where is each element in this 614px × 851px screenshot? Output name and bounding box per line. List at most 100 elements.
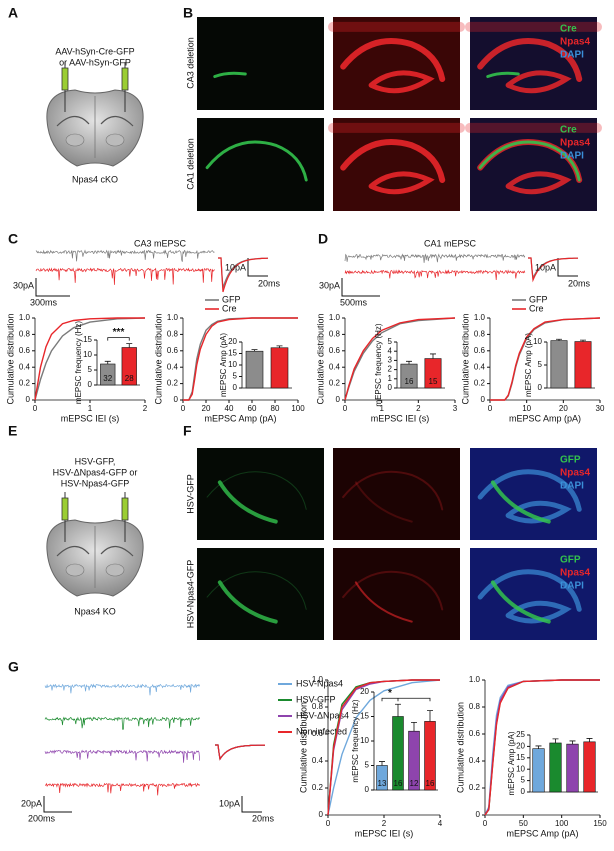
tissue (333, 27, 460, 91)
micrograph (197, 17, 324, 110)
micrograph (470, 448, 597, 540)
x-tick-label: 10 (522, 404, 531, 413)
y-tick-label: 0 (319, 810, 324, 819)
scale-label: 10pA (225, 262, 246, 272)
bar (583, 741, 596, 793)
y-tick-label: 0.6 (19, 346, 31, 355)
x-axis-label: mEPSC IEI (s) (61, 413, 120, 423)
y-tick-label: 0.2 (19, 379, 31, 388)
average-trace (215, 744, 265, 761)
inset-y-tick-label: 0 (521, 787, 526, 796)
scale-label: 500ms (340, 297, 368, 307)
y-tick-label: 1.0 (312, 675, 324, 684)
micrograph (470, 17, 597, 110)
ephys-trace (44, 683, 201, 696)
cell-layer (220, 482, 276, 521)
significance-mark: *** (113, 327, 125, 338)
x-tick-label: 0 (483, 819, 488, 828)
average-trace (218, 257, 269, 293)
cdf-line (490, 317, 601, 401)
channel-label: Npas4 (560, 568, 590, 579)
y-tick-label: 0.4 (19, 362, 31, 371)
x-tick-label: 4 (438, 819, 443, 828)
injection-text: HSV-Npas4-GFP (61, 478, 130, 488)
inset-y-label: mEPSC Amp (pA) (524, 333, 533, 397)
inset-y-label: mEPSC Amp (pA) (507, 731, 516, 795)
cell-layer (480, 41, 579, 79)
image-bg (197, 448, 324, 540)
scale-label: 20pA (21, 798, 42, 808)
y-tick-label: 0.6 (312, 729, 324, 738)
cell-layer (356, 482, 412, 521)
cell-layer (480, 142, 579, 180)
inset-y-tick-label: 3 (388, 356, 393, 365)
channel-label: Npas4 (560, 468, 590, 479)
scale-label: 20ms (258, 278, 281, 288)
y-tick-label: 1.0 (167, 313, 179, 322)
ephys-trace (44, 716, 200, 730)
inset-y-tick-label: 15 (83, 335, 92, 344)
brain-schematic (46, 491, 144, 597)
cell-layer (371, 174, 429, 192)
scale-label: 30pA (13, 280, 34, 290)
injection-text: HSV-ΔNpas4-GFP or (53, 467, 138, 477)
cell-layer (508, 503, 566, 521)
legend-label: GFP (222, 294, 241, 304)
ephys-trace (344, 269, 526, 281)
cell-layer (493, 482, 549, 521)
inset-y-tick-label: 15 (516, 753, 525, 762)
error-bar (126, 343, 133, 348)
inset-y-tick-label: 0 (538, 383, 543, 392)
inset-y-tick-label: 0 (233, 383, 238, 392)
legend-label: Cre (529, 303, 544, 313)
brain-schematic (46, 61, 144, 167)
x-tick-label: 100 (555, 819, 569, 828)
n-label: 16 (394, 779, 403, 788)
tissue (343, 472, 442, 522)
error-bar (569, 740, 576, 745)
scale-bars (35, 258, 578, 813)
channel-label: Npas4 (560, 138, 590, 149)
inset-y-tick-label: 10 (533, 337, 542, 346)
cdf-line (34, 317, 145, 401)
x-tick-label: 2 (143, 404, 148, 413)
y-tick-label: 0 (476, 810, 481, 819)
y-tick-label: 1.0 (19, 313, 31, 322)
micrograph (333, 448, 460, 540)
inset-y-tick-label: 0 (388, 383, 393, 392)
y-tick-label: 0.4 (312, 756, 324, 765)
x-axis-label: mEPSC IEI (s) (371, 413, 430, 423)
y-tick-label: 1.0 (329, 313, 341, 322)
x-axis-label: mEPSC Amp (pA) (204, 413, 276, 423)
inset-y-tick-label: 5 (88, 365, 93, 374)
channel-label: GFP (560, 555, 581, 566)
cdf-line (327, 679, 440, 816)
y-tick-label: 0.2 (469, 783, 481, 792)
cdf-line (183, 317, 298, 401)
error-bar (276, 345, 283, 348)
panel-label: F (183, 423, 192, 439)
error-bar (395, 703, 401, 717)
y-tick-label: 0 (336, 395, 341, 404)
y-axis-label: Cumulative distribution (455, 702, 465, 793)
bar (245, 350, 264, 389)
cell-layer (207, 142, 306, 180)
micrograph (333, 548, 460, 640)
micrograph (197, 118, 324, 211)
legend-label: Non-infected (296, 726, 347, 736)
inset-y-tick-label: 1 (388, 374, 393, 383)
scale-label: 300ms (30, 297, 58, 307)
y-tick-label: 0.8 (312, 702, 324, 711)
inset-y-tick-label: 10 (83, 350, 92, 359)
y-tick-label: 0.6 (469, 729, 481, 738)
cell-layer (493, 582, 549, 621)
y-tick-label: 0.8 (469, 702, 481, 711)
n-label: 32 (103, 374, 112, 383)
tissue (215, 73, 245, 76)
error-bar (104, 360, 111, 364)
y-tick-label: 0 (174, 395, 179, 404)
y-axis-label: Cumulative distribution (153, 313, 163, 404)
y-tick-label: 1.0 (469, 675, 481, 684)
row-label: CA3 deletion (185, 37, 195, 89)
